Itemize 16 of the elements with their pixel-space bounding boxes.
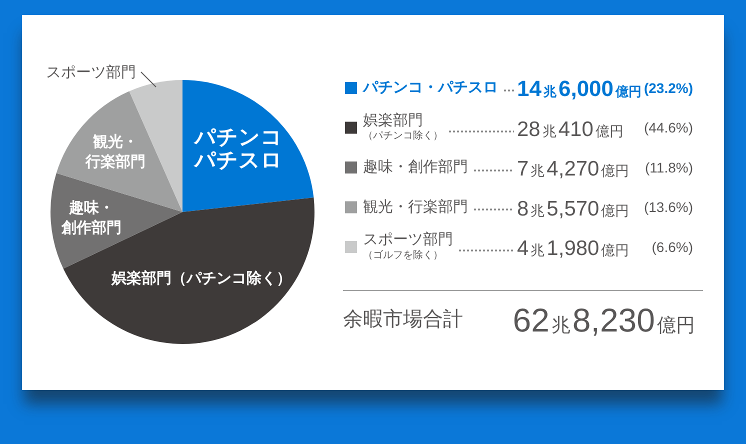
data-label: 14兆6,000億円 (23.2%) <box>517 76 693 101</box>
legend-label: 娯楽部門（パチンコ除く） <box>363 112 443 142</box>
text: スポーツ部門 <box>46 64 136 81</box>
text: 4兆1,980億円 (6.6%) <box>517 237 693 260</box>
text: 娯楽部門（パチンコ除く） <box>110 268 292 287</box>
text: 趣味・創作部門 <box>60 200 122 237</box>
text: パチンコパチスロ <box>193 126 282 172</box>
legend-label: パチンコ・パチスロ <box>362 79 498 96</box>
data-label: 7兆4,270億円 (11.8%) <box>517 158 693 180</box>
legend-label: スポーツ部門（ゴルフを除く） <box>363 231 453 261</box>
legend-label: 観光・行楽部門 <box>363 198 468 216</box>
text: 余暇市場合計 62兆8,230億円 <box>343 302 695 338</box>
data-label: 8兆5,570億円 (13.6%) <box>517 197 693 220</box>
text: 観光・行楽部門 <box>84 133 146 170</box>
text: 28兆410億円 (44.6%) <box>517 118 693 141</box>
legend-label: 趣味・創作部門 <box>363 158 468 176</box>
